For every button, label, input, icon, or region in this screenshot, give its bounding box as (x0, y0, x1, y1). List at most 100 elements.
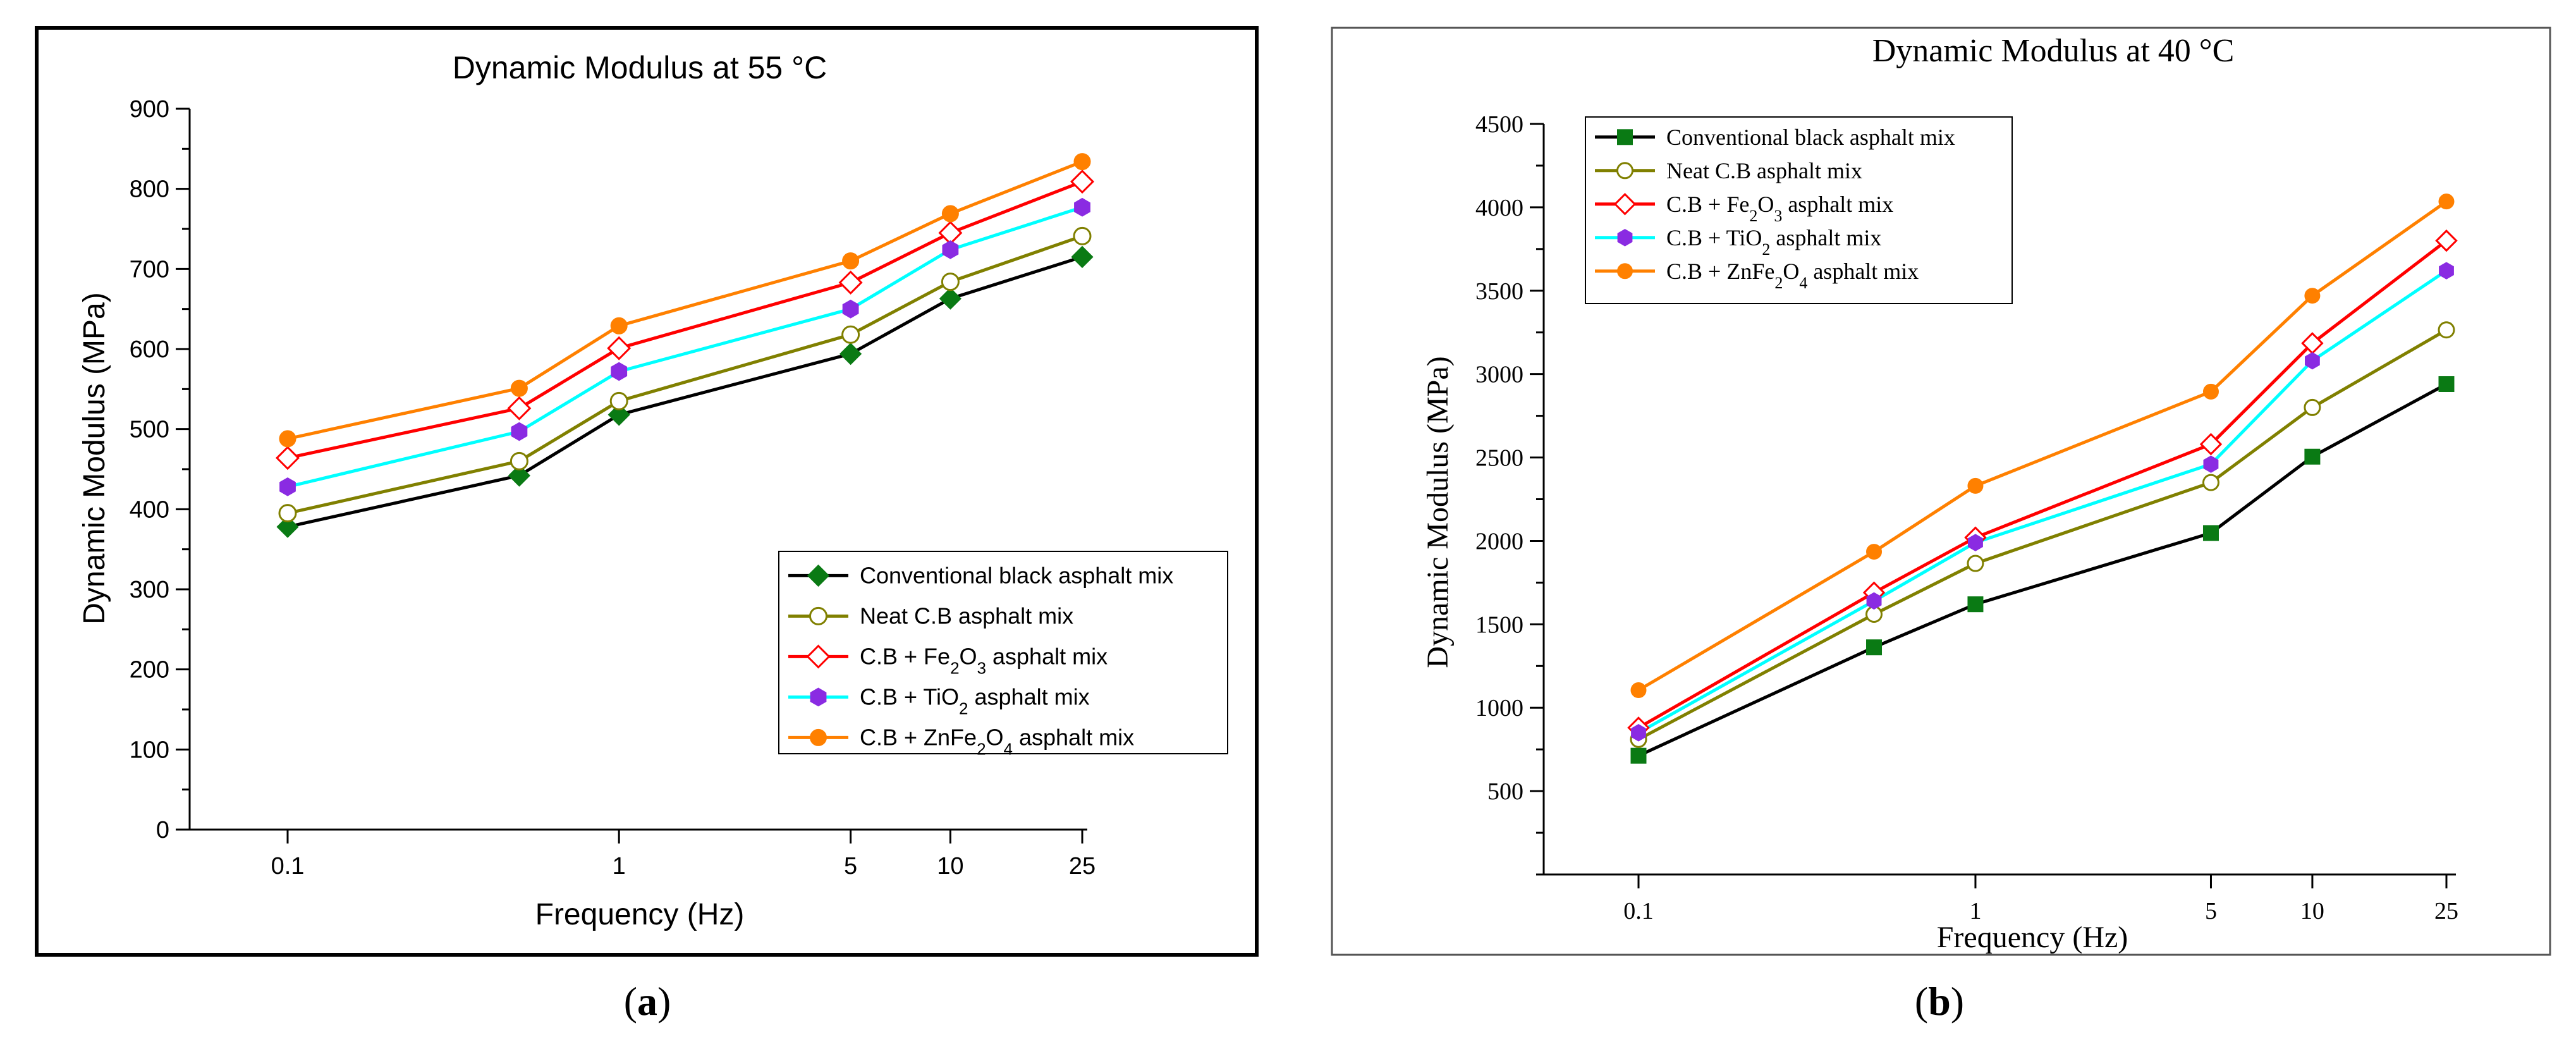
chart-a-data-point (610, 317, 628, 334)
chart-b-data-point (2435, 229, 2458, 252)
chart-a-data-point (1070, 169, 1095, 194)
chart-b-legend-label: Conventional black asphalt mix (1666, 125, 1955, 150)
chart-a-data-point (838, 270, 863, 295)
chart-b-legend-marker (1616, 162, 1633, 180)
chart-b-data-point (2203, 455, 2219, 473)
chart-b-legend-marker (1617, 263, 1633, 279)
chart-b-series-line (1637, 200, 2448, 692)
chart-b-legend: Conventional black asphalt mix Neat C.B a… (1585, 116, 2013, 304)
chart-b-title: Dynamic Modulus at 40 °C (1872, 33, 2235, 69)
chart-b-series-line (1637, 383, 2448, 758)
chart-a-y-tick-label: 300 (130, 577, 169, 603)
chart-b-y-tick-label: 4000 (1475, 195, 1523, 221)
chart-b-data-point (2199, 432, 2223, 456)
chart-a-x-tick-label: 10 (937, 853, 963, 880)
chart-a-data-point (609, 391, 628, 410)
chart-b-data-point (2202, 383, 2219, 400)
chart-a-legend-label: Neat C.B asphalt mix (860, 603, 1073, 629)
chart-a-data-point (275, 446, 300, 470)
chart-a-y-tick-label: 800 (130, 176, 169, 203)
chart-a-data-point (842, 299, 859, 319)
chart-a-y-tick-label: 700 (130, 256, 169, 283)
chart-a-title: Dynamic Modulus at 55 °C (453, 50, 827, 85)
chart-b-legend-label: Neat C.B asphalt mix (1666, 158, 1862, 183)
chart-a-data-point (276, 515, 299, 538)
chart-a-data-point (510, 451, 528, 470)
chart-b-data-point (1866, 592, 1882, 610)
panel-b-label-letter: b (1928, 979, 1951, 1024)
chart-b-data-point (2202, 474, 2219, 491)
chart-b-data-point (2438, 321, 2455, 339)
chart-a-legend-label: Conventional black asphalt mix (860, 562, 1173, 588)
chart-b-data-point (1630, 747, 1647, 764)
chart-a-x-tick-label: 5 (844, 853, 857, 880)
chart-a-y-tick-label: 100 (130, 737, 169, 763)
chart-a-y-tick-label: 0 (156, 817, 169, 843)
chart-a-data-point (842, 252, 860, 270)
chart-a-x-tick-label: 25 (1069, 853, 1096, 880)
chart-a-data-point (941, 205, 959, 223)
chart-b-x-tick-label: 25 (2434, 898, 2458, 924)
chart-b: 500 1000 1500 2000 2500 3000 3500 4000 4500 0.1 1 5… (1475, 111, 2458, 924)
chart-b-series-line (1637, 328, 2448, 741)
chart-b-y-tick-label: 2500 (1475, 445, 1523, 472)
chart-a-series-line (287, 206, 1083, 489)
chart-a-y-axis-label: Dynamic Modulus (MPa) (78, 292, 111, 624)
chart-a-data-point (510, 379, 528, 397)
chart-b-data-point (1967, 477, 1984, 494)
chart-b-legend-marker (1617, 129, 1633, 145)
panel-b-label: (b) (1915, 979, 1964, 1024)
chart-b-data-point (1968, 534, 1983, 551)
chart-a-y-tick-label: 600 (130, 336, 169, 363)
chart-a-data-point (508, 464, 531, 487)
chart-b-data-point (2439, 262, 2454, 279)
chart-b-x-axis-label: Frequency (Hz) (1937, 921, 2128, 954)
chart-a-data-point (942, 240, 959, 259)
chart-b-y-tick-label: 3500 (1475, 278, 1523, 305)
chart-a-series-line (287, 235, 1083, 515)
chart-b-data-point (1967, 555, 1984, 572)
chart-a-data-point (279, 430, 296, 448)
chart-a: 0 100 200 300 400 500 600 700 800 900 0.1 1 5 10 25 Con… (130, 96, 1228, 880)
panel-a-label-letter: a (637, 979, 657, 1024)
chart-b-series-line (1637, 239, 2448, 730)
chart-b-data-point (1866, 544, 1883, 560)
chart-b-y-tick-label: 1500 (1475, 611, 1523, 638)
chart-b-x-tick-label: 0.1 (1623, 898, 1654, 924)
chart-a-y-tick-label: 500 (130, 417, 169, 443)
chart-a-x-tick-label: 0.1 (271, 853, 305, 880)
chart-a-y-tick-label: 200 (130, 657, 169, 684)
chart-a-data-point (1071, 245, 1094, 268)
panel-a-label: (a) (624, 979, 671, 1024)
chart-b-legend-marker (1613, 193, 1637, 216)
chart-a-data-point (507, 396, 532, 420)
chart-b-data-point (1967, 596, 1984, 613)
chart-b-data-point (2305, 352, 2320, 370)
chart-b-data-point (2304, 448, 2321, 465)
chart-a-y-tick-label: 900 (130, 96, 169, 123)
chart-b-data-point (1630, 682, 1647, 699)
chart-b-data-point (2304, 398, 2321, 416)
chart-a-legend: Conventional black asphalt mix Neat C.B a… (778, 551, 1228, 758)
chart-a-legend-marker (810, 728, 827, 746)
chart-a-data-point (841, 325, 860, 344)
chart-a-legend-marker (807, 564, 830, 587)
chart-b-data-point (2438, 193, 2455, 210)
chart-b-data-point (2304, 288, 2321, 304)
chart-b-data-point (1866, 639, 1883, 656)
chart-b-y-tick-label: 2000 (1475, 528, 1523, 555)
chart-a-legend-box (778, 551, 1228, 754)
chart-a-data-point (607, 403, 630, 426)
chart-a-data-point (941, 273, 960, 291)
chart-a-legend-marker (806, 644, 831, 669)
chart-b-series-line (1637, 269, 2448, 734)
chart-b-data-point (1631, 724, 1646, 742)
chart-b-data-point (2438, 376, 2455, 392)
chart-a-x-tick-label: 1 (613, 853, 626, 880)
chart-a-legend-marker (809, 606, 827, 625)
chart-a-data-point (279, 477, 296, 496)
chart-b-x-tick-label: 10 (2300, 898, 2324, 924)
chart-b-y-tick-label: 1000 (1475, 695, 1523, 721)
chart-b-x-tick-label: 5 (2205, 898, 2217, 924)
